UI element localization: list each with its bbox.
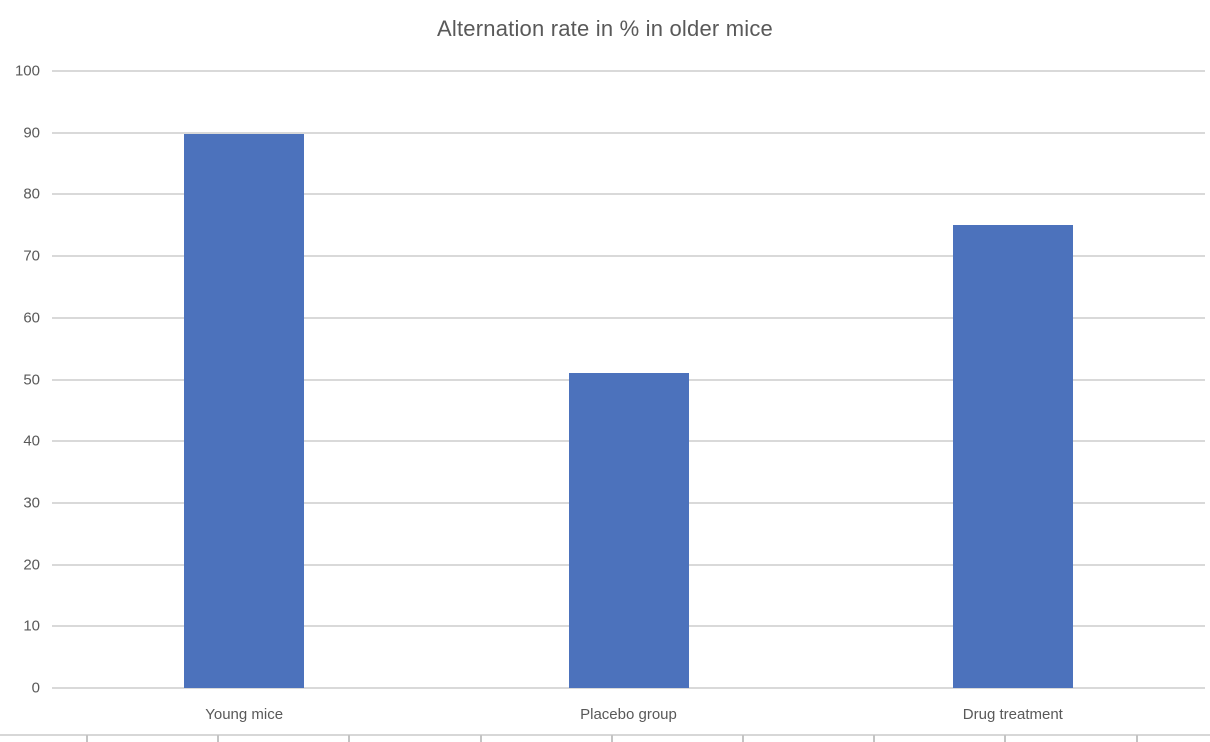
gridline — [52, 687, 1205, 689]
category-label: Drug treatment — [962, 706, 1063, 723]
chart-title: Alternation rate in % in older mice — [437, 16, 773, 41]
gridline — [52, 316, 1205, 319]
spreadsheet-column-border — [1135, 735, 1138, 742]
gridline — [52, 131, 1205, 134]
y-tick-label: 60 — [23, 309, 40, 327]
spreadsheet-column-border — [479, 735, 482, 742]
spreadsheet-column-border — [86, 735, 88, 742]
y-tick-label: 0 — [31, 679, 40, 697]
gridline — [52, 70, 1205, 72]
y-tick-label: 90 — [23, 124, 40, 142]
spreadsheet-row-border — [0, 734, 1210, 736]
category-label: Placebo group — [580, 706, 677, 723]
spreadsheet-column-border — [217, 735, 220, 742]
bar-young-mice — [184, 133, 305, 688]
y-tick-label: 50 — [23, 371, 40, 388]
spreadsheet-column-border — [610, 735, 613, 742]
y-tick-label: 30 — [23, 494, 40, 512]
spreadsheet-column-border — [873, 735, 876, 742]
y-tick-label: 80 — [23, 185, 40, 203]
y-tick-label: 10 — [23, 617, 40, 635]
y-tick-label: 20 — [23, 556, 40, 574]
bar-drug-treatment — [952, 225, 1073, 688]
y-tick-label: 70 — [23, 247, 40, 265]
spreadsheet-column-border — [1004, 735, 1007, 742]
spreadsheet-column-border — [348, 735, 351, 742]
category-label: Young mice — [205, 706, 284, 723]
spreadsheet-column-border — [742, 735, 744, 742]
bar-placebo-group — [568, 373, 689, 688]
gridline — [52, 255, 1205, 258]
gridline — [52, 193, 1205, 196]
y-tick-label: 40 — [23, 432, 40, 450]
y-tick-label: 100 — [14, 62, 40, 80]
